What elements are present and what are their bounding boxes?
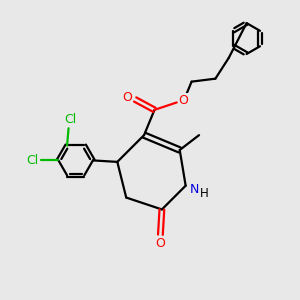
Text: Cl: Cl (64, 113, 76, 126)
Text: O: O (122, 92, 132, 104)
Text: Cl: Cl (26, 154, 38, 167)
Text: O: O (178, 94, 188, 106)
Text: H: H (200, 188, 208, 200)
Text: N: N (189, 183, 199, 196)
Text: O: O (155, 236, 165, 250)
